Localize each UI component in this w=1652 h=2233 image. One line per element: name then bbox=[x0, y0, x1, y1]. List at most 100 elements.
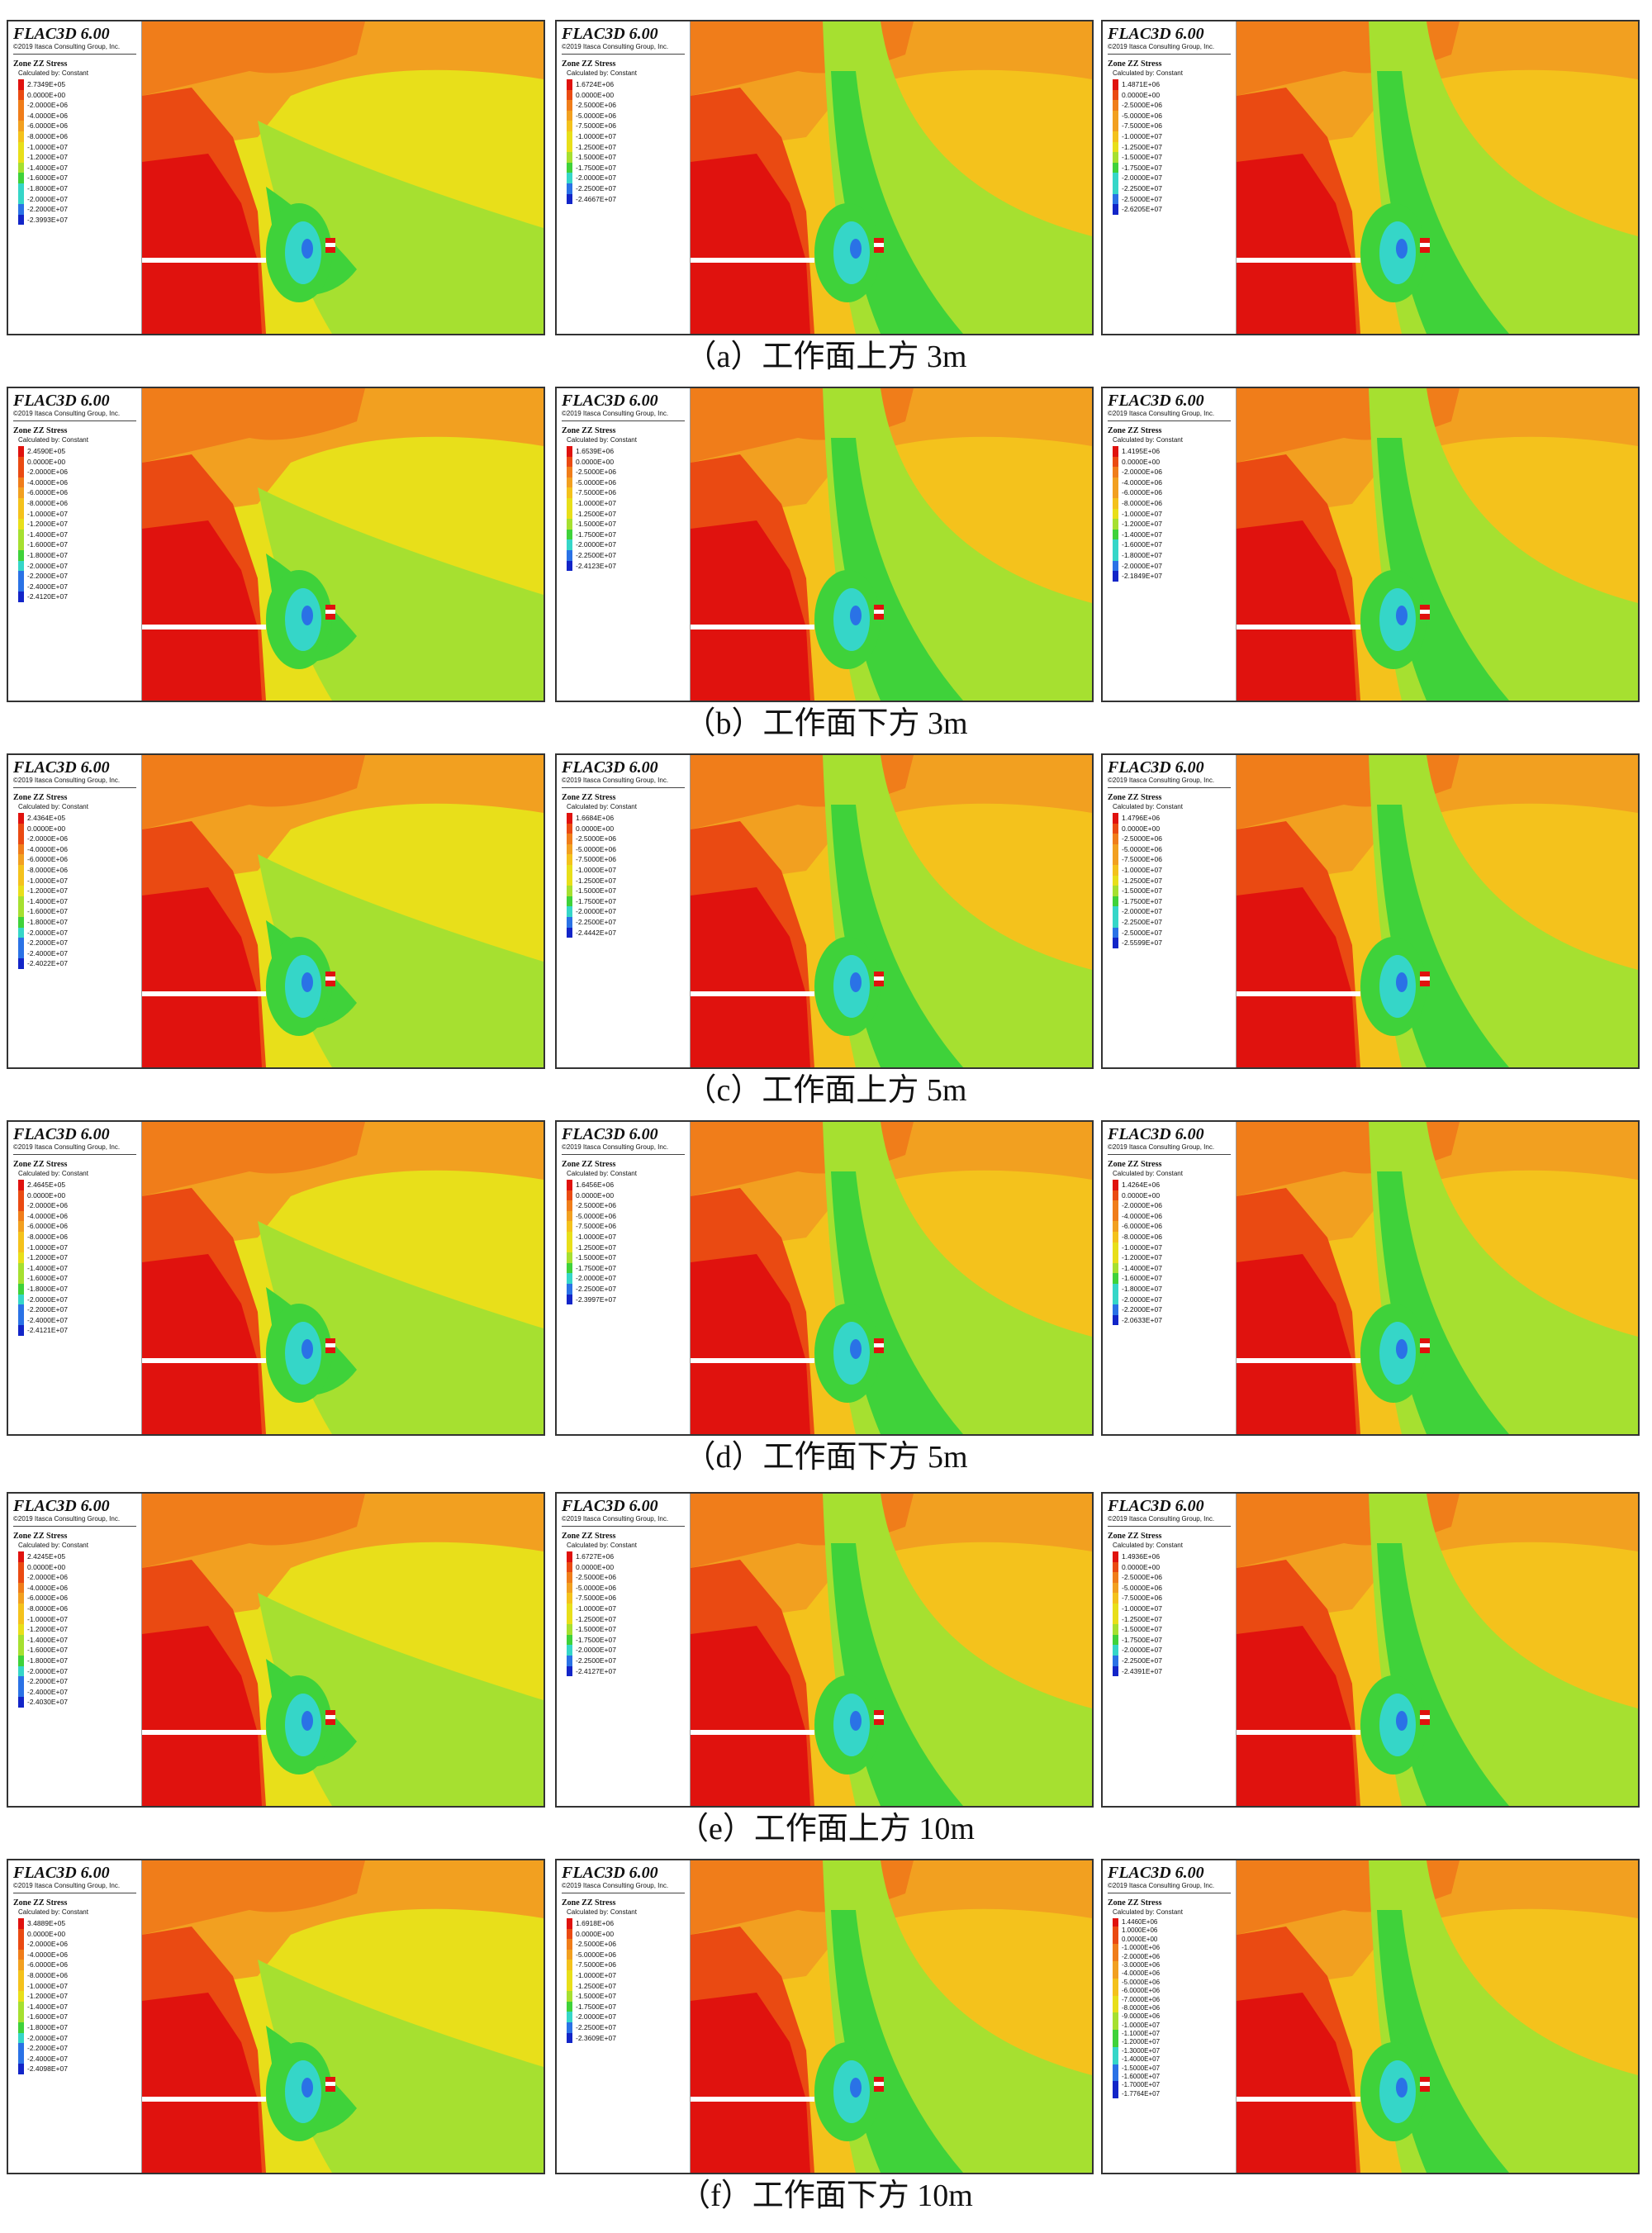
legend-value: -2.2500E+07 bbox=[576, 2022, 616, 2031]
stress-concentration-core bbox=[850, 1339, 862, 1359]
legend-entry: -2.5000E+06 bbox=[567, 467, 685, 477]
legend-entry: -2.5000E+06 bbox=[567, 1572, 685, 1583]
legend-entry: -1.6000E+07 bbox=[18, 1273, 136, 1284]
calculation-note: Calculated by: Constant bbox=[18, 1542, 88, 1549]
legend-value: -1.0000E+06 bbox=[1122, 1944, 1161, 1952]
legend-value: 0.0000E+00 bbox=[27, 824, 66, 833]
legend-swatch bbox=[1113, 1624, 1118, 1635]
legend-value: -2.2500E+07 bbox=[576, 550, 616, 559]
legend-value: -1.7500E+07 bbox=[576, 1263, 616, 1272]
legend-entry: -1.8000E+07 bbox=[18, 1655, 136, 1666]
legend-value: -1.7500E+07 bbox=[576, 2002, 616, 2011]
legend-value: 0.0000E+00 bbox=[576, 824, 615, 833]
legend-swatch bbox=[567, 152, 572, 163]
stress-plot-area bbox=[691, 1494, 1092, 1806]
legend: FLAC3D 6.00 ©2019 Itasca Consulting Group… bbox=[557, 755, 691, 1067]
quantity-label: Zone ZZ Stress bbox=[1108, 1532, 1162, 1541]
flac3d-panel: FLAC3D 6.00 ©2019 Itasca Consulting Group… bbox=[7, 1492, 545, 1808]
goaf-opening bbox=[691, 2097, 814, 2102]
legend-value: -5.0000E+06 bbox=[1122, 1978, 1161, 1986]
legend-swatch bbox=[18, 2043, 24, 2054]
legend-entry: -1.7500E+07 bbox=[1113, 896, 1231, 907]
legend-entry: -2.0000E+07 bbox=[18, 1294, 136, 1305]
legend-entry: -8.0000E+06 bbox=[18, 131, 136, 142]
legend-value: -1.7000E+07 bbox=[1122, 2081, 1161, 2089]
legend-swatch bbox=[18, 1980, 24, 1992]
legend-swatch bbox=[1113, 1645, 1118, 1656]
legend-swatch bbox=[18, 927, 24, 938]
goaf-opening bbox=[142, 625, 266, 630]
legend-entry: -1.2000E+07 bbox=[1113, 2038, 1231, 2047]
stress-contour-plot bbox=[142, 1860, 544, 2173]
legend-entry: -1.5000E+07 bbox=[1113, 886, 1231, 896]
legend-swatch bbox=[567, 1969, 572, 1981]
contour-band-red bbox=[691, 1254, 810, 1434]
legend-value: -1.2500E+07 bbox=[576, 1242, 616, 1252]
stress-plot-area bbox=[691, 1860, 1092, 2173]
legend-entry: 0.0000E+00 bbox=[18, 89, 136, 101]
stress-concentration-core bbox=[301, 1711, 313, 1731]
stress-concentration-core bbox=[850, 2078, 862, 2098]
legend-value: 1.6724E+06 bbox=[576, 80, 615, 88]
legend-swatch bbox=[1113, 508, 1118, 520]
legend-value: -1.2500E+07 bbox=[576, 509, 616, 518]
legend-swatch bbox=[18, 1283, 24, 1295]
quantity-label: Zone ZZ Stress bbox=[1108, 1898, 1162, 1908]
legend-value: -1.4000E+07 bbox=[1122, 2055, 1161, 2064]
legend-entry: -1.7500E+07 bbox=[567, 529, 685, 540]
legend-value: -1.2500E+07 bbox=[1122, 142, 1162, 151]
row-caption: （f）工作面下方 10m bbox=[679, 2178, 973, 2213]
legend-swatch bbox=[1113, 2073, 1118, 2082]
legend-value: 0.0000E+00 bbox=[1122, 457, 1161, 466]
legend-value: 0.0000E+00 bbox=[576, 90, 615, 99]
legend-swatch bbox=[18, 487, 24, 498]
legend-value: -1.2000E+07 bbox=[27, 1253, 68, 1262]
legend-value: 1.4871E+06 bbox=[1122, 80, 1161, 88]
legend-value: -2.6205E+07 bbox=[1122, 205, 1162, 214]
legend-entry: -7.5000E+06 bbox=[567, 854, 685, 865]
legend-value: -2.5000E+06 bbox=[1122, 1573, 1162, 1582]
legend-swatch bbox=[18, 1949, 24, 1960]
goaf-opening bbox=[1237, 258, 1360, 263]
legend-swatch bbox=[567, 519, 572, 530]
legend-entry: -1.7000E+07 bbox=[1113, 2081, 1231, 2090]
quantity-label: Zone ZZ Stress bbox=[13, 1160, 68, 1169]
legend-entry: -2.4000E+07 bbox=[18, 581, 136, 592]
legend-entry: -2.0000E+07 bbox=[1113, 1294, 1231, 1305]
goaf-opening bbox=[1237, 625, 1360, 630]
legend-value: -2.4391E+07 bbox=[1122, 1666, 1162, 1675]
software-title: FLAC3D 6.00 bbox=[1108, 1497, 1204, 1515]
legend-entry: -1.0000E+07 bbox=[1113, 864, 1231, 876]
calculation-note: Calculated by: Constant bbox=[567, 803, 637, 810]
legend-entry: -1.4000E+07 bbox=[18, 2001, 136, 2012]
legend-value: -2.0000E+07 bbox=[1122, 561, 1162, 570]
legend-value: -2.5000E+06 bbox=[576, 468, 616, 477]
legend-value: -6.0000E+06 bbox=[27, 1222, 68, 1231]
legend-entry: -2.4121E+07 bbox=[18, 1325, 136, 1336]
legend-swatch bbox=[567, 549, 572, 561]
legend-value: -2.2000E+07 bbox=[27, 1677, 68, 1686]
legend-value: -2.0000E+07 bbox=[576, 2012, 616, 2022]
legend-entry: -1.2000E+07 bbox=[1113, 519, 1231, 530]
legend-swatch bbox=[567, 1252, 572, 1263]
legend-entry: -5.0000E+06 bbox=[567, 1210, 685, 1222]
legend-value: 1.6539E+06 bbox=[576, 447, 615, 455]
legend-value: -1.5000E+07 bbox=[576, 886, 616, 896]
legend-value: -5.0000E+06 bbox=[576, 1211, 616, 1220]
legend-swatch bbox=[1113, 1987, 1118, 1996]
stress-concentration-core bbox=[850, 606, 862, 625]
legend-entry: -2.0000E+06 bbox=[18, 1200, 136, 1211]
legend-swatch bbox=[18, 1231, 24, 1242]
legend-entry: -2.2500E+07 bbox=[1113, 1655, 1231, 1666]
roadway-opening bbox=[1420, 1343, 1430, 1347]
legend-swatch bbox=[1113, 1927, 1118, 1936]
goaf-opening bbox=[1237, 2097, 1360, 2102]
flac3d-panel: FLAC3D 6.00 ©2019 Itasca Consulting Group… bbox=[7, 753, 545, 1069]
legend-value: -2.4000E+07 bbox=[27, 1687, 68, 1696]
flac3d-panel: FLAC3D 6.00 ©2019 Itasca Consulting Group… bbox=[7, 1120, 545, 1436]
stress-plot-area bbox=[1237, 21, 1638, 334]
stress-concentration-core bbox=[301, 239, 313, 259]
copyright-text: ©2019 Itasca Consulting Group, Inc. bbox=[1108, 777, 1231, 788]
legend-value: -1.2500E+07 bbox=[1122, 876, 1162, 885]
legend-value: -1.8000E+07 bbox=[27, 1284, 68, 1293]
